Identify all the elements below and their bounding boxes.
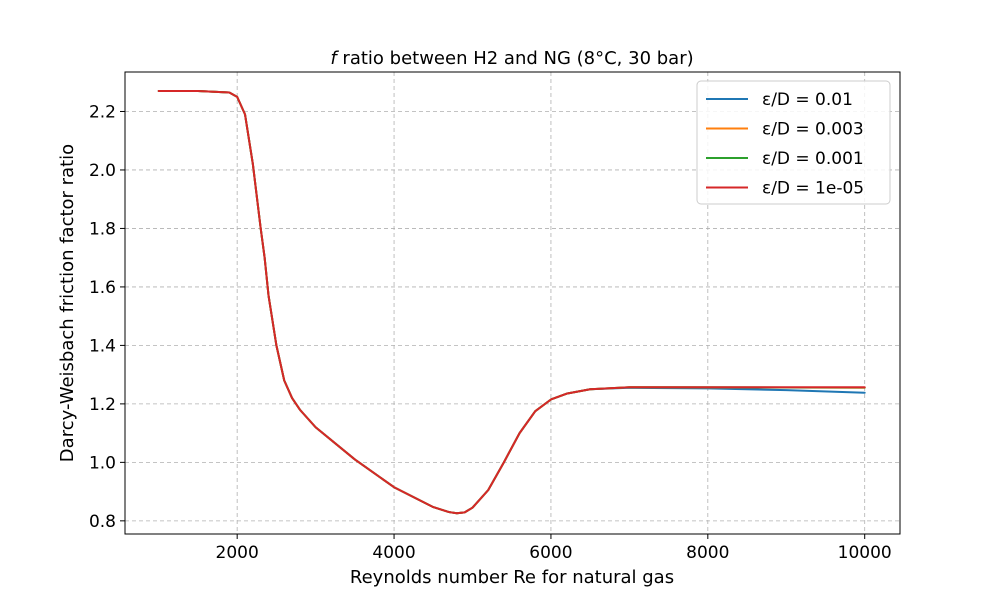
y-tick-label: 1.6 bbox=[89, 278, 116, 298]
y-tick-label: 1.4 bbox=[89, 336, 116, 356]
series-line-3 bbox=[157, 90, 866, 515]
y-tick-label: 1.2 bbox=[89, 395, 116, 415]
x-tick-label: 10000 bbox=[838, 543, 892, 563]
chart-title-text: ratio between H2 and NG (8°C, 30 bar) bbox=[337, 48, 694, 69]
y-axis-label: Darcy-Weisbach friction factor ratio bbox=[57, 144, 78, 462]
legend-box bbox=[696, 80, 891, 205]
y-tick-label: 2.0 bbox=[89, 161, 116, 181]
x-tick-label: 8000 bbox=[686, 543, 729, 563]
legend: ε/D = 0.01 ε/D = 0.003 ε/D = 0.001 ε/D = 1e… bbox=[696, 80, 891, 205]
series-lines bbox=[157, 90, 866, 515]
x-tick-label: 4000 bbox=[372, 543, 415, 563]
x-axis-label: Reynolds number Re for natural gas bbox=[350, 567, 674, 588]
y-tick-label: 0.8 bbox=[89, 512, 116, 532]
x-axis-ticks: 2000 4000 6000 8000 10000 bbox=[216, 534, 892, 563]
legend-label-3: ε/D = 1e-05 bbox=[762, 179, 864, 199]
y-tick-label: 2.2 bbox=[89, 102, 116, 122]
y-axis-ticks: 0.8 1.0 1.2 1.4 1.6 1.8 2.0 2.2 bbox=[89, 102, 125, 532]
legend-label-2: ε/D = 0.001 bbox=[762, 149, 864, 169]
legend-label-1: ε/D = 0.003 bbox=[762, 120, 864, 140]
y-tick-label: 1.0 bbox=[89, 453, 116, 473]
x-tick-label: 6000 bbox=[529, 543, 572, 563]
x-tick-label: 2000 bbox=[216, 543, 259, 563]
y-tick-label: 1.8 bbox=[89, 219, 116, 239]
plot-area-frame bbox=[124, 71, 901, 535]
legend-label-0: ε/D = 0.01 bbox=[762, 90, 853, 110]
chart-title-symbol: f bbox=[330, 48, 339, 69]
chart-title: f ratio between H2 and NG (8°C, 30 bar) bbox=[330, 48, 693, 69]
